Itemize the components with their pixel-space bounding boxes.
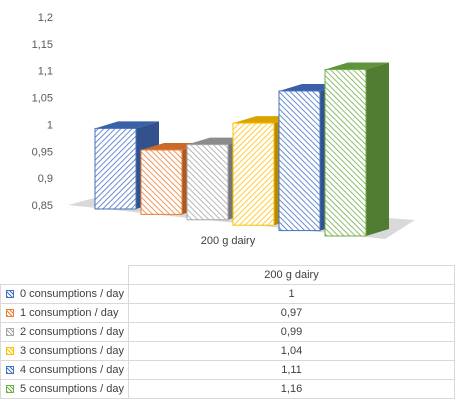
data-value: 1,04 [128,341,455,361]
bar-front-face [324,68,367,237]
table-row: 5 consumptions / day 1,16 [0,379,455,399]
x-category-label: 200 g dairy [201,235,256,247]
table-row: 3 consumptions / day 1,04 [0,341,455,361]
series-name: 0 consumptions / day [20,288,124,300]
row-label-cell: 1 consumption / day [0,303,129,323]
legend-key [6,328,14,336]
legend-key [6,290,14,298]
y-tick-label: 0,85 [32,200,53,212]
row-label-cell: 3 consumptions / day [0,341,129,361]
legend-key [6,366,14,374]
bar-top-face [325,62,389,70]
y-tick-label: 0,9 [38,173,53,185]
bar-side-face [366,62,389,236]
series-name: 1 consumption / day [20,307,119,319]
chart-svg: 0,85 0,9 0,95 1 1,05 1,1 1,15 1,2 200 g dairy [32,12,415,247]
legend-key [6,347,14,355]
data-value: 0,97 [128,303,455,323]
bar-top-face [95,121,159,129]
bar-front-face [186,144,229,221]
series-name: 2 consumptions / day [20,326,124,338]
row-label-cell: 4 consumptions / day [0,360,129,380]
series-name: 5 consumptions / day [20,383,124,395]
data-value: 1,11 [128,360,455,380]
table-header-row: 200 g dairy [0,265,455,285]
series-name: 4 consumptions / day [20,364,124,376]
y-axis: 0,85 0,9 0,95 1 1,05 1,1 1,15 1,2 [32,12,53,212]
table-row: 2 consumptions / day 0,99 [0,322,455,342]
row-label-cell: 0 consumptions / day [0,284,129,304]
table-corner-cell [0,265,129,285]
series-name: 3 consumptions / day [20,345,124,357]
bar-5 [324,62,389,237]
bar-front-face [232,122,275,226]
y-tick-label: 1,15 [32,39,53,51]
data-table: 200 g dairy 0 consumptions / day 1 1 con… [0,265,455,399]
y-tick-label: 1 [47,119,53,131]
row-label-cell: 5 consumptions / day [0,379,129,399]
y-tick-label: 1,05 [32,93,53,105]
legend-key [6,385,14,393]
table-row: 4 consumptions / day 1,11 [0,360,455,380]
data-value: 1,16 [128,379,455,399]
y-tick-label: 0,95 [32,146,53,158]
row-label-cell: 2 consumptions / day [0,322,129,342]
table-row: 1 consumption / day 0,97 [0,303,455,323]
bar-front-face [140,149,183,215]
table-column-header: 200 g dairy [128,265,455,285]
bar-front-face [94,127,137,210]
legend-key [6,309,14,317]
bars-layer [94,62,389,237]
data-value: 1 [128,284,455,304]
y-tick-label: 1,1 [38,66,53,78]
table-row: 0 consumptions / day 1 [0,284,455,304]
y-tick-label: 1,2 [38,12,53,24]
bar-front-face [278,90,321,232]
data-value: 0,99 [128,322,455,342]
